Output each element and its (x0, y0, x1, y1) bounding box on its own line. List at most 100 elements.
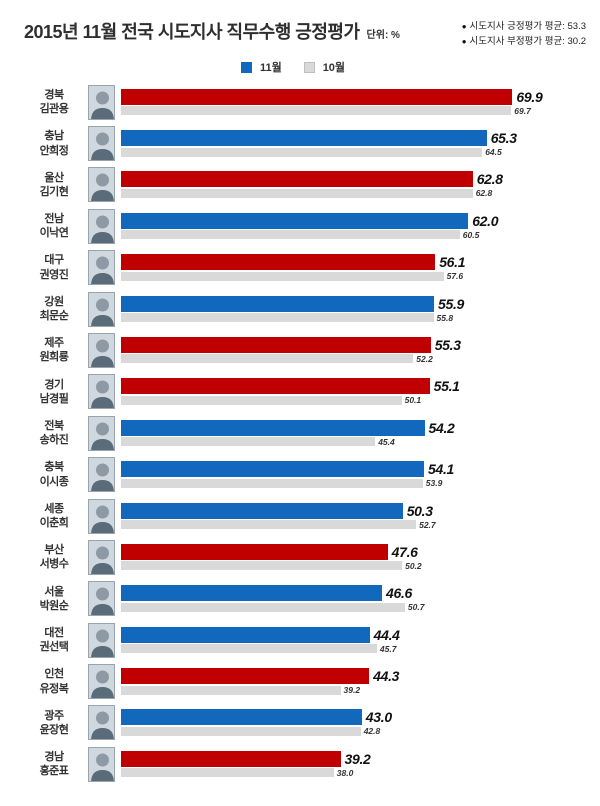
governor-label: 충북 이시종 (24, 460, 84, 489)
october-bar-line: 62.8 (121, 188, 600, 198)
october-bar-line: 42.8 (121, 726, 600, 736)
november-value: 55.1 (433, 378, 460, 395)
october-bar-line: 39.2 (121, 685, 600, 695)
region-label: 인천 (44, 668, 64, 681)
november-value: 62.8 (476, 171, 503, 188)
governor-photo (88, 539, 115, 575)
october-value: 55.8 (436, 312, 454, 323)
bar-pair: 69.9 69.7 (121, 88, 600, 116)
governor-name: 안희정 (39, 144, 69, 157)
bar-pair: 43.0 42.8 (121, 709, 600, 736)
november-bar-line: 69.9 (121, 88, 600, 105)
october-value: 39.2 (343, 685, 361, 696)
bar-pair: 47.6 50.2 (121, 543, 600, 571)
governor-photo (88, 746, 115, 782)
positive-average-note: ● 시도지사 긍정평가 평균: 53.3 (462, 20, 586, 35)
november-bar-line: 62.0 (121, 212, 600, 229)
governor-photo (88, 167, 115, 203)
november-bar-line: 65.3 (121, 130, 600, 147)
bar-pair: 62.0 60.5 (121, 212, 600, 240)
bar-pair: 55.3 52.2 (121, 336, 600, 364)
november-bar-line: 46.6 (121, 585, 600, 602)
chart-rows: 경북 김관용 69.9 69.7 충남 안희정 65.3 64.5 울산 김기현 62.8 62.8 전… (0, 81, 600, 785)
october-value: 50.7 (407, 602, 425, 613)
region-label: 충북 (44, 461, 64, 474)
positive-average-text: 시도지사 긍정평가 평균: 53.3 (469, 21, 586, 32)
november-bar (121, 543, 388, 560)
bullet-icon: ● (461, 22, 467, 32)
november-value: 54.2 (428, 419, 455, 436)
november-value: 55.3 (434, 336, 461, 353)
october-bar (121, 147, 483, 157)
region-label: 대구 (44, 254, 64, 267)
region-label: 서울 (44, 585, 64, 598)
october-value: 42.8 (363, 726, 381, 737)
governor-photo (88, 208, 115, 244)
bar-pair: 65.3 64.5 (121, 130, 600, 157)
region-label: 광주 (44, 709, 64, 722)
region-label: 강원 (44, 295, 64, 308)
october-bar (121, 685, 341, 695)
november-value: 39.2 (344, 750, 371, 767)
november-value: 54.1 (428, 461, 455, 478)
november-value: 56.1 (439, 254, 466, 271)
governor-photo (88, 664, 115, 700)
governor-photo (88, 457, 115, 493)
october-bar-line: 64.5 (121, 147, 600, 157)
october-bar-line: 57.6 (121, 271, 600, 281)
october-bar (121, 395, 402, 405)
bar-pair: 56.1 57.6 (121, 254, 600, 281)
november-bar-line: 44.3 (121, 668, 600, 685)
november-value: 44.4 (373, 626, 400, 643)
october-bar (121, 271, 444, 281)
governor-name: 최문순 (39, 310, 69, 323)
october-bar-line: 50.7 (121, 602, 600, 612)
november-bar (121, 461, 424, 478)
november-bar (121, 130, 487, 147)
october-bar (121, 106, 512, 116)
legend-label-october: 10월 (322, 62, 346, 75)
region-label: 울산 (44, 171, 64, 184)
chart-row: 충남 안희정 65.3 64.5 (0, 123, 600, 164)
november-bar-line: 55.9 (121, 295, 600, 312)
governor-label: 서울 박원순 (24, 585, 84, 614)
bar-pair: 62.8 62.8 (121, 171, 600, 198)
november-bar (121, 336, 431, 353)
governor-label: 전남 이낙연 (24, 212, 84, 241)
chart-row: 부산 서병수 47.6 50.2 (0, 537, 600, 578)
november-bar-line: 50.3 (121, 502, 600, 519)
november-bar (121, 502, 403, 519)
bar-pair: 44.4 45.7 (121, 626, 600, 654)
legend-label-november: 11월 (259, 62, 282, 75)
november-bar (121, 709, 362, 726)
october-value: 45.7 (379, 643, 397, 654)
october-value: 45.4 (378, 436, 395, 447)
governor-photo (88, 250, 115, 286)
region-label: 제주 (44, 337, 64, 350)
chart-header: 2015년 11월 전국 시도지사 직무수행 긍정평가 단위: % ● 시도지사… (0, 0, 600, 49)
november-bar (121, 626, 370, 643)
november-bar-line: 39.2 (121, 750, 600, 767)
region-label: 경북 (44, 88, 64, 101)
october-value: 57.6 (446, 271, 464, 282)
november-bar (121, 254, 436, 271)
october-value: 50.2 (405, 560, 422, 571)
chart-row: 경남 홍준표 39.2 38.0 (0, 744, 600, 785)
region-label: 세종 (44, 502, 64, 515)
october-bar-line: 52.2 (121, 354, 600, 364)
november-bar (121, 212, 469, 229)
governor-label: 경북 김관용 (24, 88, 84, 117)
october-bar-line: 50.2 (121, 561, 600, 571)
governor-name: 송하진 (39, 434, 69, 447)
bar-pair: 54.1 53.9 (121, 461, 600, 488)
bar-pair: 55.1 50.1 (121, 378, 600, 405)
region-label: 전남 (44, 213, 64, 225)
governor-label: 세종 이춘희 (24, 502, 84, 531)
governor-label: 부산 서병수 (24, 543, 84, 572)
november-bar-line: 54.2 (121, 419, 600, 436)
governor-label: 대구 권영진 (24, 253, 84, 282)
chart-row: 경기 남경필 55.1 50.1 (0, 371, 600, 412)
governor-photo (88, 581, 115, 617)
